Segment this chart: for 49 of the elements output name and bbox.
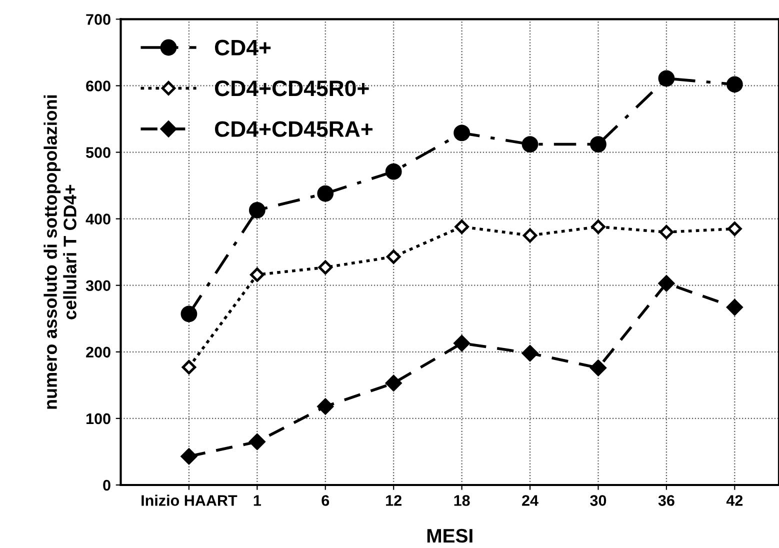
x-tick-label: 36 bbox=[658, 495, 674, 506]
y-tick-label: 600 bbox=[86, 80, 110, 92]
y-tick-label: 400 bbox=[86, 214, 110, 224]
point bbox=[726, 76, 743, 93]
point bbox=[658, 275, 675, 292]
x-tick-label: 12 bbox=[386, 495, 402, 506]
y-tick-label: 0 bbox=[103, 480, 110, 491]
point bbox=[454, 124, 470, 142]
point bbox=[180, 306, 198, 322]
point bbox=[659, 224, 674, 240]
y-axis-title: numero assoluto di sottopopolazioni cellulari T CD4+ bbox=[44, 95, 76, 409]
legend-label: CD4+CD45R0+ bbox=[214, 80, 369, 96]
point bbox=[386, 250, 401, 264]
x-tick-label: Inizio HAART bbox=[142, 494, 238, 506]
y-tick-label: 500 bbox=[86, 147, 110, 158]
point bbox=[658, 70, 675, 87]
point bbox=[180, 448, 198, 464]
y-tick-label: 300 bbox=[86, 280, 110, 292]
point bbox=[317, 185, 334, 202]
point bbox=[454, 220, 469, 234]
point bbox=[182, 360, 196, 374]
point bbox=[726, 299, 743, 316]
x-tick-label: 18 bbox=[454, 495, 470, 506]
point bbox=[250, 268, 264, 282]
point bbox=[248, 202, 266, 218]
point bbox=[728, 222, 742, 236]
x-tick-label: 24 bbox=[522, 495, 538, 506]
point bbox=[590, 136, 606, 152]
x-axis-title: MESI bbox=[427, 528, 472, 543]
point bbox=[385, 163, 402, 180]
point bbox=[591, 220, 606, 234]
point bbox=[318, 260, 333, 275]
point bbox=[249, 434, 266, 450]
x-tick-label: 30 bbox=[590, 495, 606, 506]
x-tick-label: 42 bbox=[726, 495, 743, 506]
y-tick-label: 700 bbox=[86, 14, 110, 25]
point bbox=[385, 375, 402, 392]
x-tick-label: 6 bbox=[322, 495, 330, 506]
point bbox=[317, 398, 334, 415]
point bbox=[454, 335, 470, 352]
y-tick-label: 100 bbox=[86, 413, 110, 424]
point bbox=[522, 228, 538, 243]
legend-label: CD4+ bbox=[214, 40, 271, 56]
point bbox=[590, 360, 606, 376]
x-tick-label: 1 bbox=[254, 495, 261, 506]
point bbox=[522, 345, 538, 362]
point bbox=[522, 136, 538, 152]
legend-label: CD4+CD45RA+ bbox=[214, 121, 372, 137]
y-tick-label: 200 bbox=[86, 346, 110, 358]
